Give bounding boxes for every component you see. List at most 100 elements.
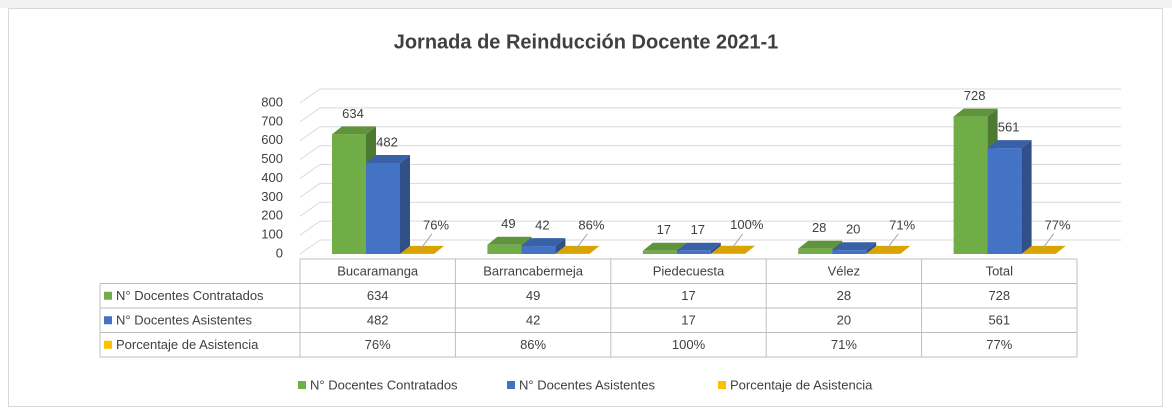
grid-line-side: [299, 107, 321, 123]
bar: [642, 250, 677, 254]
table-cell: 42: [526, 313, 540, 328]
y-tick-label: 700: [261, 113, 283, 128]
grid-line-side: [299, 220, 321, 236]
data-label: 17: [657, 222, 671, 237]
bar-top: [832, 242, 877, 251]
bar-side: [710, 242, 721, 254]
legend-key: [718, 381, 726, 389]
bar-top: [642, 242, 687, 251]
legend-label: Porcentaje de Asistencia: [730, 377, 873, 392]
grid-line-side: [299, 126, 321, 142]
table-cell: 17: [681, 288, 695, 303]
bar-side: [400, 155, 410, 254]
table-cell: 49: [526, 288, 540, 303]
bar: [366, 163, 400, 254]
data-label: 86%: [578, 217, 604, 232]
bar: [798, 248, 833, 254]
bar-side: [434, 245, 444, 254]
bar-top: [798, 240, 843, 249]
data-label: 634: [342, 106, 364, 121]
bar-side: [1055, 245, 1066, 254]
grid-line-side: [299, 182, 321, 198]
table-key: [104, 316, 112, 325]
table-cell: 482: [367, 313, 389, 328]
leader-line: [575, 233, 588, 251]
category-label: Bucaramanga: [337, 264, 419, 279]
data-label: 77%: [1045, 217, 1071, 232]
bar-top: [866, 245, 911, 254]
data-label: 71%: [889, 217, 915, 232]
bar: [521, 246, 556, 254]
category-label: Barrancabermeja: [483, 264, 583, 279]
bar-side: [589, 245, 600, 254]
bar: [332, 134, 366, 254]
bar-top: [1021, 245, 1066, 254]
bar-side: [555, 238, 566, 254]
grid-line-side: [299, 164, 321, 179]
bar-side: [900, 245, 911, 254]
data-label: 42: [535, 218, 549, 233]
y-tick-label: 0: [276, 245, 283, 260]
chart-title: Jornada de Reinducción Docente 2021-1: [394, 31, 779, 53]
table-cell: 17: [681, 313, 695, 328]
table-cell: 86%: [520, 337, 546, 352]
leader-line: [1041, 233, 1054, 251]
data-label: 17: [691, 222, 705, 237]
data-label: 482: [376, 134, 398, 149]
y-tick-label: 600: [261, 132, 283, 147]
category-label: Piedecuesta: [653, 264, 725, 279]
data-label: 100%: [730, 217, 764, 232]
bar-top: [521, 238, 566, 247]
bar-side: [866, 242, 877, 254]
category-label: Total: [986, 264, 1014, 279]
table-cell: 100%: [672, 337, 706, 352]
bar: [953, 116, 988, 254]
table-cell: 77%: [986, 337, 1012, 352]
y-tick-label: 800: [261, 94, 283, 109]
table-cell: 728: [988, 288, 1010, 303]
bar: [987, 148, 1022, 254]
bar-top: [953, 108, 998, 117]
table-key: [104, 340, 112, 349]
bar-top: [400, 245, 444, 254]
legend-key: [507, 381, 515, 389]
bar: [832, 250, 867, 254]
top-strip: [0, 0, 1172, 8]
table-key: [104, 291, 112, 300]
bar-top: [710, 245, 755, 254]
leader-line: [730, 233, 744, 251]
legend-label: N° Docentes Asistentes: [519, 377, 655, 392]
table-series-name: Porcentaje de Asistencia: [116, 337, 259, 352]
bar-top: [366, 155, 410, 164]
table-series-name: N° Docentes Contratados: [116, 288, 264, 303]
y-tick-label: 300: [261, 189, 283, 204]
grid-line-side: [299, 239, 321, 255]
bar-top: [676, 242, 721, 251]
grid-line-side: [299, 145, 321, 161]
data-label: 20: [846, 222, 860, 237]
grid-line-side: [299, 201, 321, 217]
legend-key: [298, 381, 306, 389]
bar-top: [332, 126, 376, 135]
data-label: 28: [812, 220, 826, 235]
data-label: 728: [964, 88, 986, 103]
bar-top: [555, 245, 600, 254]
y-tick-label: 200: [261, 208, 283, 223]
data-label: 561: [998, 120, 1020, 135]
table-series-name: N° Docentes Asistentes: [116, 313, 252, 328]
table-cell: 20: [837, 313, 851, 328]
legend-label: N° Docentes Contratados: [310, 377, 458, 392]
data-label: 49: [501, 216, 515, 231]
grid-line-side: [299, 88, 321, 104]
bar: [676, 250, 711, 254]
y-tick-label: 100: [261, 227, 283, 242]
category-label: Vélez: [828, 264, 861, 279]
table-cell: 561: [988, 313, 1010, 328]
bar-side: [744, 245, 755, 254]
table-cell: 76%: [365, 337, 391, 352]
leader-line: [419, 233, 433, 251]
bar-top: [987, 140, 1032, 149]
data-label: 76%: [423, 217, 449, 232]
leader-line: [885, 233, 899, 251]
